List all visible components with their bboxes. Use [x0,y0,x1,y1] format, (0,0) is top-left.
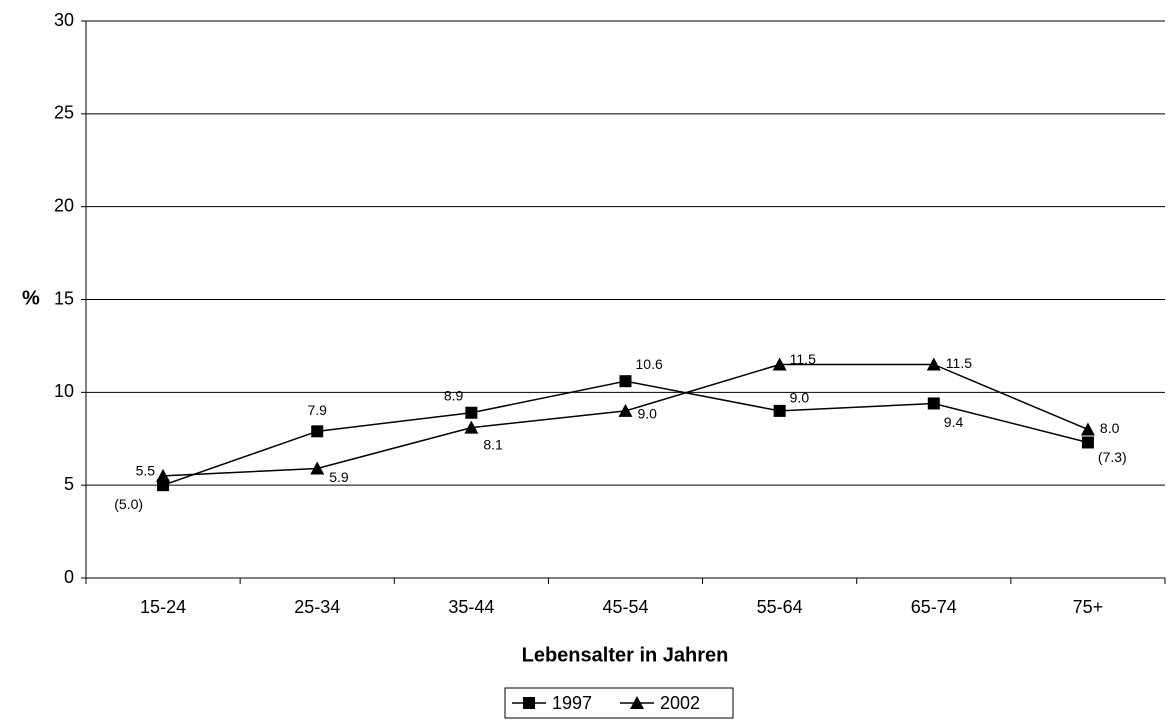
value-label: 11.5 [790,351,816,367]
value-label: 5.5 [136,463,156,479]
marker [1081,436,1094,449]
marker [630,696,644,709]
y-tick-label: 30 [54,10,74,30]
marker [311,425,324,438]
value-label: 11.5 [946,355,972,371]
marker [1080,422,1095,436]
x-tick-label: 35-44 [448,597,494,617]
legend-label: 1997 [552,693,592,713]
marker [619,375,632,388]
legend-label: 2002 [660,693,700,713]
marker [926,357,941,371]
legend: 1997 2002 [504,687,734,719]
value-label: 8.0 [1100,420,1120,436]
marker [310,461,325,475]
marker [523,697,535,709]
x-tick-label: 75+ [1073,597,1104,617]
y-tick-label: 15 [54,288,74,308]
value-label: 9.0 [638,406,658,422]
value-label: 5.9 [329,469,349,485]
marker [157,479,170,492]
value-label: 8.1 [483,436,503,452]
marker [156,468,171,482]
y-tick-label: 0 [64,567,74,587]
value-label: 7.9 [307,402,327,418]
value-label: 8.9 [444,387,464,403]
y-axis-label: % [22,287,40,309]
value-label: 9.0 [790,390,810,406]
x-tick-label: 65-74 [911,597,957,617]
marker [772,357,787,371]
x-tick-label: 55-64 [757,597,803,617]
x-tick-label: 15-24 [140,597,186,617]
y-tick-label: 5 [64,474,74,494]
value-label: (7.3) [1098,449,1127,465]
value-label: 10.6 [636,356,663,372]
y-tick-label: 25 [54,103,74,123]
value-label: 9.4 [944,414,964,430]
value-label: (5.0) [114,496,143,512]
marker [464,420,479,434]
marker [773,404,786,417]
y-tick-label: 10 [54,381,74,401]
y-tick-label: 20 [54,195,74,215]
x-tick-label: 45-54 [602,597,648,617]
x-tick-label: 25-34 [294,597,340,617]
x-axis-label: Lebensalter in Jahren [522,644,729,666]
marker [618,403,633,417]
marker [465,406,478,419]
marker [927,397,940,410]
